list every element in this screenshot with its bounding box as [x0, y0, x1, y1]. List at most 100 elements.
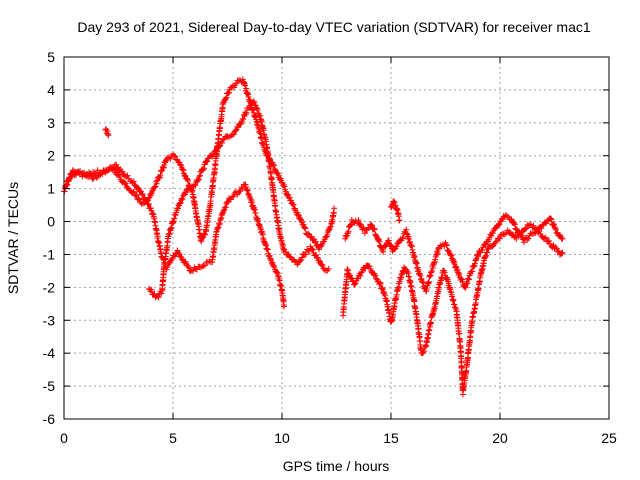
data-point: [111, 166, 118, 173]
data-point: [160, 165, 167, 172]
data-point: [180, 167, 187, 174]
y-tick-label: -1: [43, 246, 56, 262]
data-point: [167, 155, 174, 162]
data-point: [276, 172, 283, 179]
data-point: [380, 248, 387, 255]
data-point: [475, 253, 482, 260]
data-point: [235, 124, 242, 131]
data-point: [122, 180, 129, 187]
data-point: [184, 262, 191, 269]
data-point: [295, 211, 302, 218]
data-point: [209, 153, 216, 160]
data-point: [361, 230, 368, 237]
data-point: [484, 249, 491, 256]
data-point: [511, 221, 518, 228]
data-point: [377, 279, 384, 286]
data-point: [231, 131, 238, 138]
data-point: [318, 261, 325, 268]
data-point: [243, 109, 250, 116]
data-point: [161, 162, 168, 169]
data-point: [507, 216, 514, 223]
data-point: [119, 168, 126, 175]
series-trace-c: [146, 98, 332, 301]
data-point: [254, 106, 261, 113]
data-point: [216, 143, 223, 150]
data-point: [206, 258, 213, 265]
data-point: [244, 187, 251, 194]
data-point: [156, 175, 163, 182]
data-point: [72, 171, 79, 178]
data-point: [393, 243, 400, 250]
data-point: [420, 349, 427, 356]
data-point: [172, 153, 179, 160]
data-point: [251, 99, 258, 106]
data-point: [273, 169, 280, 176]
data-point: [551, 224, 558, 231]
data-point: [482, 253, 489, 260]
data-point: [464, 280, 471, 287]
y-tick-label: -6: [43, 411, 56, 427]
data-point: [542, 234, 549, 241]
data-point: [166, 154, 173, 161]
data-point: [121, 179, 128, 186]
data-point: [223, 94, 230, 101]
data-point: [102, 169, 109, 176]
data-point: [281, 183, 288, 190]
data-point: [89, 176, 96, 183]
data-point: [309, 246, 316, 253]
data-point: [157, 172, 164, 179]
data-point: [149, 210, 156, 217]
data-point: [153, 180, 160, 187]
data-point: [312, 238, 319, 245]
data-point: [479, 247, 486, 254]
data-point: [368, 221, 375, 228]
data-point: [506, 229, 513, 236]
data-point: [495, 221, 502, 228]
data-point: [176, 251, 183, 258]
data-point: [379, 286, 386, 293]
data-point: [325, 265, 332, 272]
data-point: [437, 242, 444, 249]
series-trace-f: [342, 212, 566, 295]
data-point: [158, 290, 165, 297]
data-point: [202, 231, 209, 238]
data-point: [317, 258, 324, 265]
data-point: [489, 230, 496, 237]
data-point: [239, 185, 246, 192]
data-point: [226, 89, 233, 96]
y-axis-title: SDTVAR / TECUs: [5, 182, 21, 294]
x-tick-label: 25: [601, 430, 617, 446]
plot-frame: [63, 56, 610, 420]
data-point: [148, 286, 155, 293]
data-point: [530, 230, 537, 237]
data-point: [471, 260, 478, 267]
data-point: [201, 262, 208, 269]
data-point: [130, 178, 137, 185]
data-point: [135, 195, 142, 202]
data-point: [177, 199, 184, 206]
data-point: [299, 254, 306, 261]
y-tick-label: -4: [43, 345, 56, 361]
data-point: [186, 183, 193, 190]
data-point: [240, 116, 247, 123]
data-point: [524, 236, 531, 243]
y-tick-label: 1: [47, 181, 55, 197]
x-tick-label: 0: [60, 430, 68, 446]
data-point: [195, 176, 202, 183]
data-point: [301, 224, 308, 231]
data-point: [151, 184, 158, 191]
data-point: [347, 272, 354, 279]
data-point: [133, 191, 140, 198]
data-point: [204, 158, 211, 165]
y-tick-label: -5: [43, 378, 56, 394]
data-point: [452, 263, 459, 270]
data-point: [159, 167, 166, 174]
data-point: [61, 188, 68, 195]
data-point: [538, 225, 545, 232]
y-tick-label: -2: [43, 279, 56, 295]
data-point: [290, 201, 297, 208]
series-trace-d: [102, 126, 112, 139]
data-point: [347, 274, 354, 281]
data-point: [425, 278, 432, 285]
data-point: [270, 262, 277, 269]
